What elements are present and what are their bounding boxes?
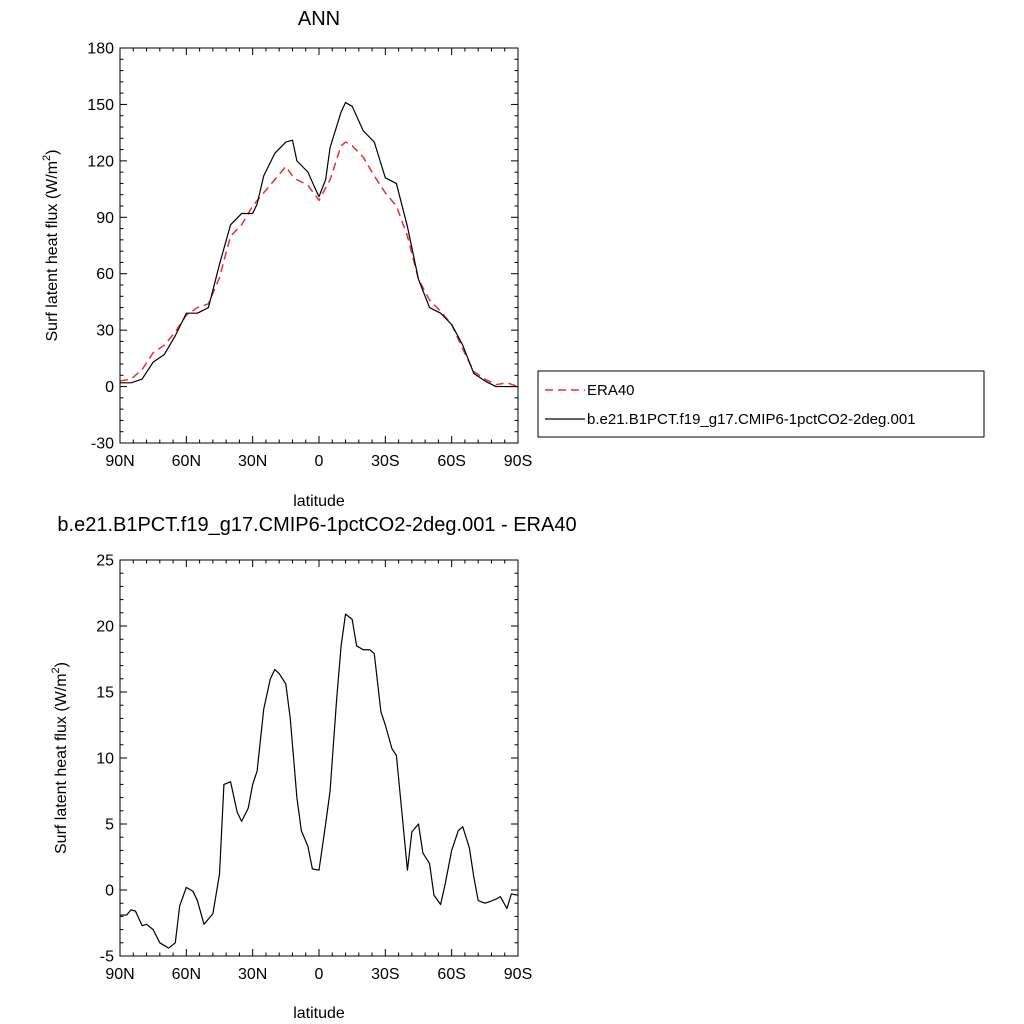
series-line-bottom-0 (120, 613, 519, 949)
y-tick-label-top: 60 (96, 266, 114, 283)
top-chart-marks: -30 0 30 60 90 120 150 180 90N 60N 30N 0 30S 60S 90S (87, 41, 532, 471)
plot-frame-top (119, 47, 519, 444)
y-tick-label-top: 180 (87, 41, 114, 58)
y-tick-label-bottom: 0 (105, 883, 114, 900)
x-tick-label-top: 30N (238, 453, 267, 470)
plot-frame-bottom (119, 559, 519, 957)
bottom-chart-marks: -5 0 5 10 15 20 25 90N 60N 30N 0 30S 60S 90S (96, 553, 532, 984)
y-tick-label-bottom: -5 (100, 949, 114, 966)
y-axis-label-top: Surf latent heat flux (W/m2) (41, 150, 61, 342)
legend-label-era40: ERA40 (587, 382, 635, 399)
y-tick-label-top: 30 (96, 323, 114, 340)
x-axis-label-top: latitude (293, 493, 345, 510)
x-tick-label-top: 60N (172, 453, 201, 470)
y-tick-label-top: 90 (96, 210, 114, 227)
legend-label-model: b.e21.B1PCT.f19_g17.CMIP6-1pctCO2-2deg.0… (587, 411, 916, 428)
y-tick-label-top: 120 (87, 153, 114, 170)
y-tick-label-bottom: 25 (96, 553, 114, 570)
x-axis-label-bottom: latitude (293, 1005, 345, 1022)
x-tick-label-bottom: 30N (238, 966, 267, 983)
x-tick-label-bottom: 60S (437, 966, 465, 983)
y-axis-label-bottom: Surf latent heat flux (W/m2) (50, 662, 70, 854)
chart-panel-bottom: b.e21.B1PCT.f19_g17.CMIP6-1pctCO2-2deg.0… (50, 514, 577, 1022)
x-tick-label-top: 90S (504, 453, 532, 470)
y-tick-label-bottom: 15 (96, 685, 114, 702)
chart-panel-top: ANN -30 0 30 60 90 120 150 180 90N 60N 30N 0 30S 60S 9… (41, 8, 532, 510)
x-tick-label-top: 0 (315, 453, 324, 470)
x-tick-label-bottom: 0 (315, 966, 324, 983)
y-tick-label-top: 0 (105, 379, 114, 396)
y-tick-label-bottom: 10 (96, 751, 114, 768)
y-tick-label-top: -30 (91, 436, 114, 453)
x-tick-label-bottom: 90N (105, 966, 134, 983)
y-tick-label-bottom: 20 (96, 619, 114, 636)
chart-title-top: ANN (298, 8, 340, 30)
chart-legend: ERA40 b.e21.B1PCT.f19_g17.CMIP6-1pctCO2-… (537, 370, 985, 438)
x-tick-label-top: 60S (437, 453, 465, 470)
x-tick-label-bottom: 60N (172, 966, 201, 983)
x-tick-label-bottom: 30S (371, 966, 399, 983)
series-line-top-b-e21-b1pct-f19-g17-cmip6-1pctco2-2deg-001 (120, 101, 518, 388)
y-tick-label-top: 150 (87, 97, 114, 114)
x-tick-label-top: 90N (105, 453, 134, 470)
x-tick-label-bottom: 90S (504, 966, 532, 983)
y-tick-label-bottom: 5 (105, 817, 114, 834)
x-tick-label-top: 30S (371, 453, 399, 470)
chart-title-bottom: b.e21.B1PCT.f19_g17.CMIP6-1pctCO2-2deg.0… (57, 514, 576, 536)
legend-box (537, 370, 985, 438)
